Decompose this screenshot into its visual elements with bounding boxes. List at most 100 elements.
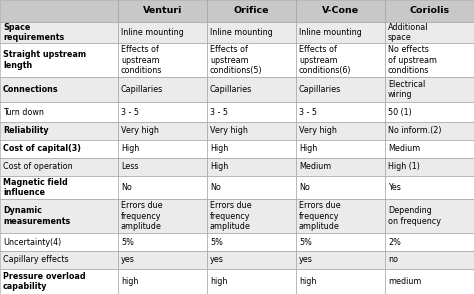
Text: Reliability: Reliability [3,126,49,135]
Bar [118,21,207,43]
Text: No: No [210,183,221,192]
Text: Medium: Medium [299,162,331,171]
Bar [207,43,296,77]
Text: yes: yes [299,255,313,264]
Text: Magnetic field
influence: Magnetic field influence [3,178,68,197]
Bar [385,251,474,269]
Bar [207,122,296,140]
Text: Less: Less [121,162,138,171]
Text: high: high [210,277,228,286]
Bar [207,269,296,294]
Text: High (1): High (1) [388,162,420,171]
Text: Venturi: Venturi [143,6,182,15]
Bar [118,102,207,122]
Text: Errors due
frequency
amplitude: Errors due frequency amplitude [299,201,341,231]
Bar [0,43,118,77]
Text: 5%: 5% [121,238,134,246]
Bar [385,122,474,140]
Text: Connections: Connections [3,85,59,94]
Text: 50 (1): 50 (1) [388,108,412,116]
Bar [207,176,296,199]
Text: No: No [121,183,132,192]
Text: high: high [121,277,138,286]
Bar [118,269,207,294]
Text: High: High [210,144,228,153]
Text: Space
requirements: Space requirements [3,23,64,42]
Text: Effects of
upstream
conditions(5): Effects of upstream conditions(5) [210,45,263,75]
Bar [296,21,385,43]
Text: high: high [299,277,316,286]
Bar [296,122,385,140]
Text: Inline mounting: Inline mounting [299,28,362,37]
Bar [385,43,474,77]
Bar [385,269,474,294]
Text: Inline mounting: Inline mounting [210,28,273,37]
Text: Errors due
frequency
amplitude: Errors due frequency amplitude [121,201,163,231]
Bar [385,77,474,102]
Text: No inform.(2): No inform.(2) [388,126,441,135]
Bar [118,140,207,158]
Bar [207,233,296,251]
Bar [0,176,118,199]
Bar [207,199,296,233]
Bar [0,102,118,122]
Text: Very high: Very high [210,126,248,135]
Text: Capillaries: Capillaries [299,85,341,94]
Bar [118,251,207,269]
Bar [296,269,385,294]
Bar [0,251,118,269]
Bar [207,77,296,102]
Bar [296,251,385,269]
Bar [0,140,118,158]
Text: 5%: 5% [210,238,223,246]
Bar [0,158,118,176]
Bar [0,269,118,294]
Text: 2%: 2% [388,238,401,246]
Bar [296,43,385,77]
Bar [385,233,474,251]
Text: Capillaries: Capillaries [210,85,252,94]
Bar [118,176,207,199]
Bar [385,199,474,233]
Bar [118,158,207,176]
Bar [207,102,296,122]
Text: Cost of capital(3): Cost of capital(3) [3,144,81,153]
Bar [296,199,385,233]
Text: Yes: Yes [388,183,401,192]
Text: yes: yes [210,255,224,264]
Bar [296,102,385,122]
Text: Errors due
frequency
amplitude: Errors due frequency amplitude [210,201,252,231]
Text: 5%: 5% [299,238,312,246]
Text: Straight upstream
length: Straight upstream length [3,50,86,70]
Text: medium: medium [388,277,421,286]
Bar [0,199,118,233]
Bar [296,158,385,176]
Bar [296,176,385,199]
Bar [0,77,118,102]
Text: Capillaries: Capillaries [121,85,163,94]
Bar [207,0,296,21]
Text: Uncertainty(4): Uncertainty(4) [3,238,61,246]
Text: 3 - 5: 3 - 5 [299,108,317,116]
Bar [118,233,207,251]
Bar [118,77,207,102]
Text: 3 - 5: 3 - 5 [210,108,228,116]
Text: No: No [299,183,310,192]
Text: Orifice: Orifice [234,6,269,15]
Text: High: High [121,144,139,153]
Bar [207,21,296,43]
Text: Additional
space: Additional space [388,23,428,42]
Bar [296,233,385,251]
Bar [385,21,474,43]
Text: Pressure overload
capability: Pressure overload capability [3,272,86,291]
Bar [296,77,385,102]
Text: V-Cone: V-Cone [322,6,359,15]
Bar [0,233,118,251]
Text: 3 - 5: 3 - 5 [121,108,139,116]
Text: Very high: Very high [121,126,159,135]
Text: Depending
on frequency: Depending on frequency [388,206,441,226]
Bar [385,176,474,199]
Bar [0,122,118,140]
Text: Dynamic
measurements: Dynamic measurements [3,206,70,226]
Bar [385,102,474,122]
